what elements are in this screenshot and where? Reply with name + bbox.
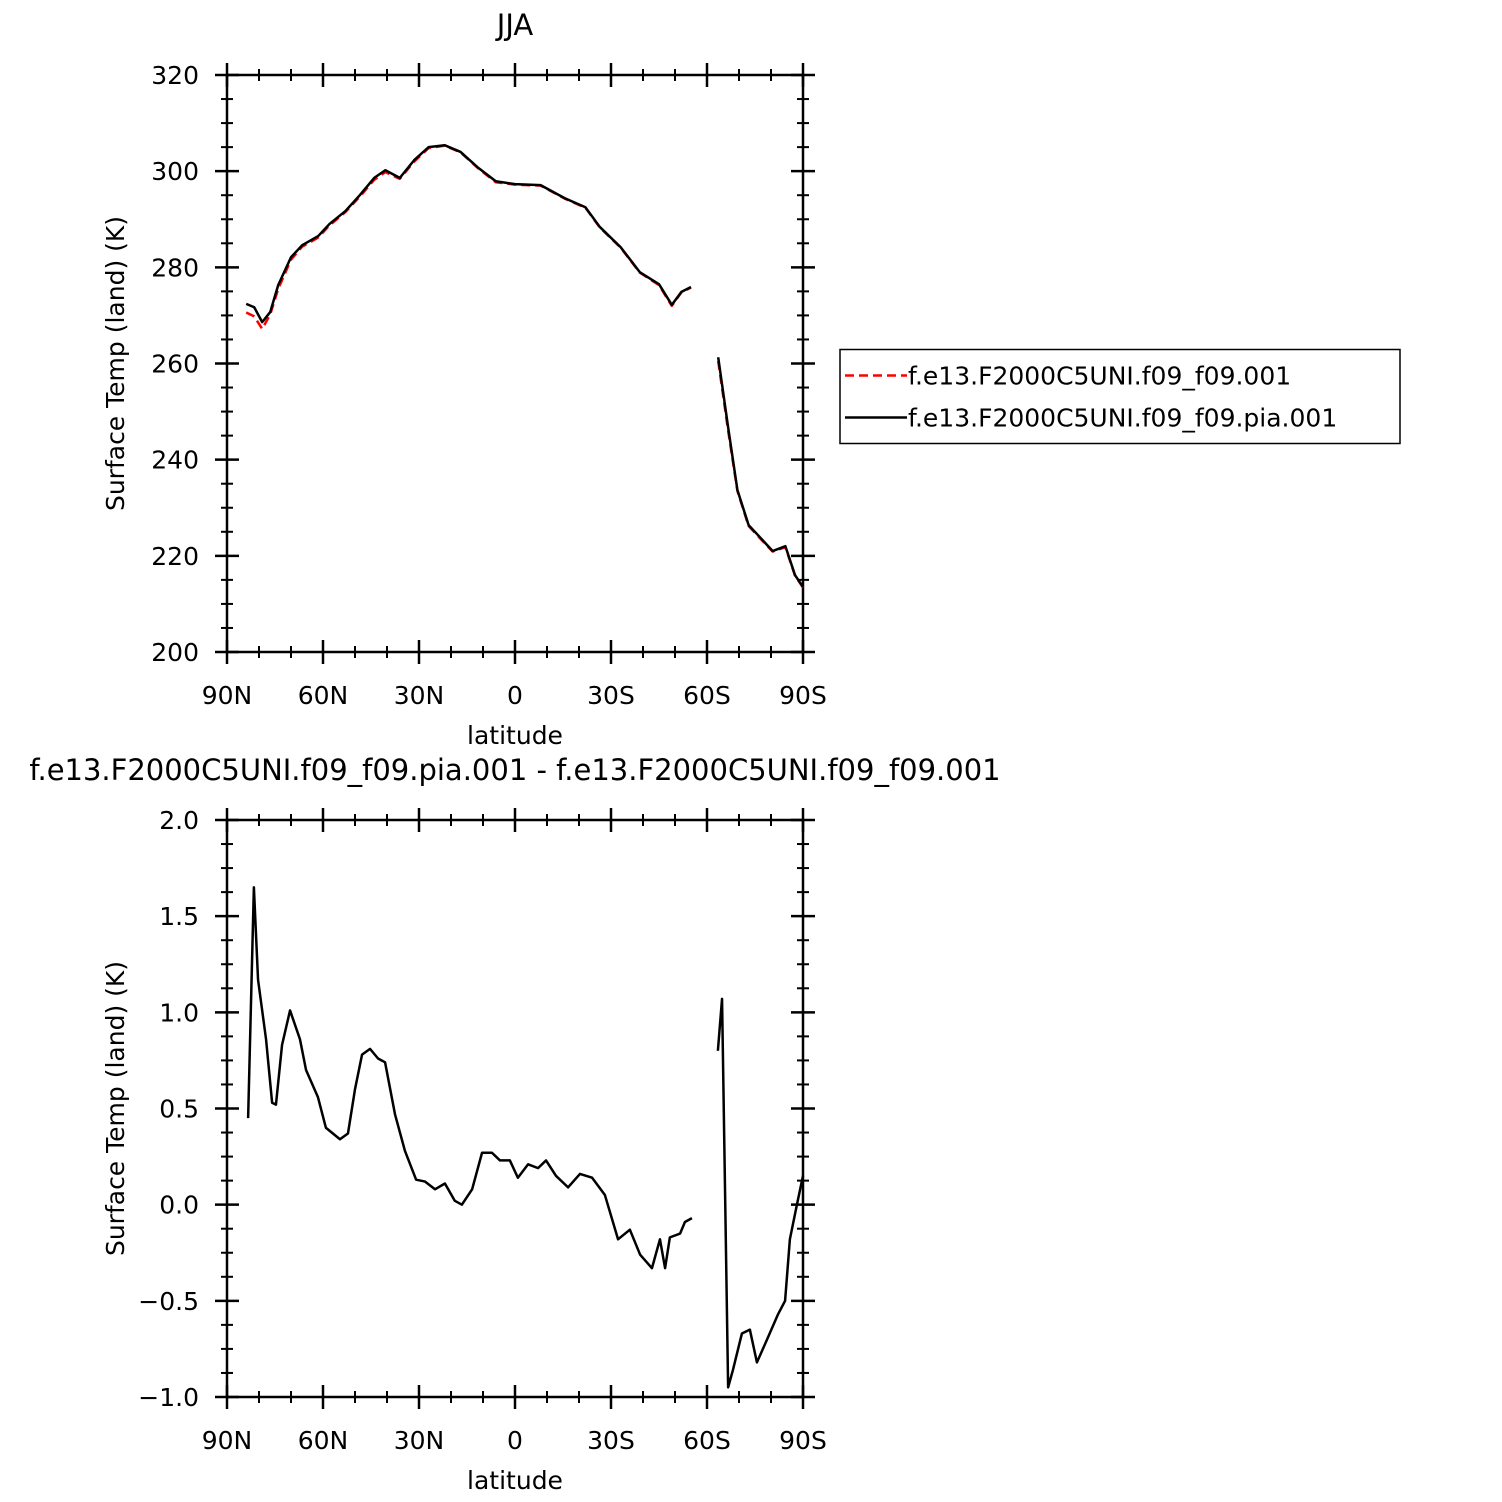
y-tick-label: 1.5 bbox=[159, 902, 199, 931]
x-tick-label: 90S bbox=[779, 681, 827, 710]
y-axis-label: Surface Temp (land) (K) bbox=[101, 216, 130, 511]
series-line bbox=[246, 886, 805, 1389]
x-tick-label: 30S bbox=[587, 1426, 635, 1455]
x-tick-label: 30N bbox=[394, 681, 445, 710]
x-tick-label: 60N bbox=[298, 681, 349, 710]
x-tick-label: 60S bbox=[683, 681, 731, 710]
x-axis-label: latitude bbox=[467, 721, 563, 750]
y-tick-label: 240 bbox=[151, 446, 199, 475]
plot-frame bbox=[225, 73, 805, 654]
legend-label: f.e13.F2000C5UNI.f09_f09.001 bbox=[908, 362, 1291, 391]
y-tick-label: 0.5 bbox=[159, 1095, 199, 1124]
y-tick-label: 0.0 bbox=[159, 1191, 199, 1220]
chart-title: f.e13.F2000C5UNI.f09_f09.pia.001 - f.e13… bbox=[29, 753, 1000, 787]
legend-box bbox=[839, 348, 1401, 445]
y-axis-label: Surface Temp (land) (K) bbox=[101, 961, 130, 1256]
legend-label: f.e13.F2000C5UNI.f09_f09.pia.001 bbox=[908, 404, 1337, 433]
x-tick-label: 0 bbox=[507, 1426, 523, 1455]
y-tick-label: −1.0 bbox=[138, 1383, 199, 1412]
y-tick-label: −0.5 bbox=[138, 1287, 199, 1316]
x-tick-label: 0 bbox=[507, 681, 523, 710]
series-line bbox=[245, 143, 805, 588]
x-tick-label: 30S bbox=[587, 681, 635, 710]
x-tick-label: 30N bbox=[394, 1426, 445, 1455]
y-tick-label: 1.0 bbox=[159, 998, 199, 1027]
x-tick-label: 90N bbox=[202, 681, 253, 710]
y-tick-label: 320 bbox=[151, 61, 199, 90]
y-tick-label: 260 bbox=[151, 350, 199, 379]
chart-title: JJA bbox=[495, 8, 534, 42]
x-tick-label: 90S bbox=[779, 1426, 827, 1455]
y-tick-label: 2.0 bbox=[159, 806, 199, 835]
x-axis-label: latitude bbox=[467, 1466, 563, 1495]
x-tick-label: 90N bbox=[202, 1426, 253, 1455]
y-tick-label: 280 bbox=[151, 253, 199, 282]
plot-frame bbox=[225, 818, 805, 1399]
x-tick-label: 60N bbox=[298, 1426, 349, 1455]
y-tick-label: 300 bbox=[151, 157, 199, 186]
y-tick-label: 200 bbox=[151, 638, 199, 667]
x-tick-label: 60S bbox=[683, 1426, 731, 1455]
y-tick-label: 220 bbox=[151, 542, 199, 571]
